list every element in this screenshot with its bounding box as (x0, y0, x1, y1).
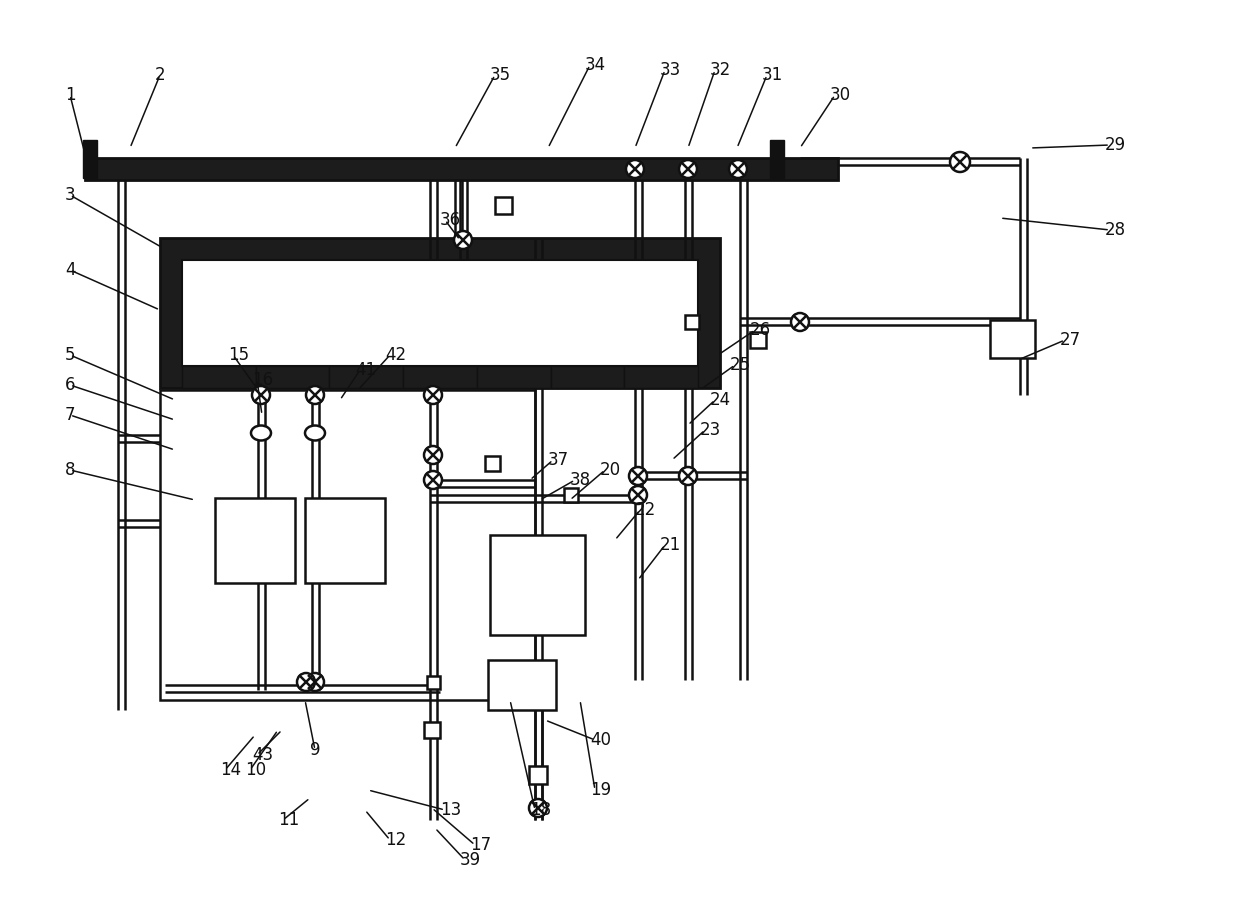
Bar (551, 366, 624, 388)
Circle shape (298, 673, 315, 691)
Text: 32: 32 (711, 61, 732, 79)
Circle shape (629, 467, 647, 485)
Text: 24: 24 (711, 391, 732, 409)
Circle shape (680, 160, 697, 178)
Text: 17: 17 (470, 836, 491, 854)
Circle shape (424, 446, 441, 464)
Bar (403, 366, 477, 388)
Text: 26: 26 (750, 321, 771, 339)
Circle shape (529, 799, 547, 817)
Text: 7: 7 (64, 406, 76, 424)
Circle shape (950, 152, 970, 172)
Text: 27: 27 (1060, 331, 1081, 349)
Bar (427, 675, 439, 688)
Circle shape (252, 386, 270, 404)
Text: 1: 1 (64, 86, 76, 104)
Ellipse shape (305, 425, 325, 440)
Circle shape (306, 386, 324, 404)
Bar (424, 722, 440, 738)
Bar (83, 140, 97, 178)
Circle shape (629, 486, 647, 504)
Bar (684, 315, 699, 329)
Text: 39: 39 (460, 851, 481, 869)
Text: 8: 8 (64, 461, 76, 479)
Text: 31: 31 (763, 66, 784, 84)
Circle shape (729, 160, 746, 178)
Circle shape (424, 386, 441, 404)
Bar (485, 456, 500, 471)
Bar (624, 366, 698, 388)
Text: 34: 34 (585, 56, 606, 74)
Bar (489, 660, 556, 710)
Text: 33: 33 (660, 61, 681, 79)
Text: 12: 12 (384, 831, 407, 849)
Bar (750, 332, 766, 348)
Text: 15: 15 (228, 346, 249, 364)
Text: 10: 10 (246, 761, 267, 779)
Circle shape (306, 673, 324, 691)
Text: 22: 22 (635, 501, 656, 519)
Text: 37: 37 (548, 451, 569, 469)
Text: 35: 35 (490, 66, 511, 84)
Circle shape (680, 467, 697, 485)
Text: 3: 3 (64, 186, 76, 204)
Text: 23: 23 (701, 421, 722, 439)
Text: 9: 9 (310, 741, 320, 759)
Bar (490, 535, 585, 635)
Bar (990, 320, 1035, 358)
Text: 4: 4 (64, 261, 76, 279)
Text: 28: 28 (1105, 221, 1126, 239)
Circle shape (424, 471, 441, 489)
Bar (255, 366, 330, 388)
Text: 36: 36 (440, 211, 461, 229)
Bar (330, 366, 403, 388)
Bar (477, 366, 551, 388)
Bar (160, 390, 534, 700)
Bar (564, 488, 578, 502)
Circle shape (626, 160, 644, 178)
Text: 20: 20 (600, 461, 621, 479)
Circle shape (454, 231, 472, 249)
Text: 41: 41 (355, 361, 376, 379)
Bar (529, 766, 547, 784)
Text: 18: 18 (529, 801, 551, 819)
Text: 16: 16 (252, 371, 273, 389)
Text: 38: 38 (570, 471, 591, 489)
Text: 13: 13 (440, 801, 461, 819)
Text: 42: 42 (384, 346, 407, 364)
Bar (182, 260, 698, 366)
Text: 19: 19 (590, 781, 611, 799)
Circle shape (791, 313, 808, 331)
Text: 30: 30 (830, 86, 851, 104)
Ellipse shape (250, 425, 272, 440)
Text: 40: 40 (590, 731, 611, 749)
Bar (182, 366, 255, 388)
Text: 21: 21 (660, 536, 681, 554)
Text: 14: 14 (219, 761, 241, 779)
Bar (160, 238, 720, 388)
Bar (86, 158, 838, 180)
Text: 29: 29 (1105, 136, 1126, 154)
Text: 11: 11 (278, 811, 299, 829)
Bar (495, 197, 511, 213)
Text: 2: 2 (155, 66, 166, 84)
Bar (770, 140, 784, 178)
Text: 6: 6 (64, 376, 76, 394)
Bar (305, 498, 384, 583)
Text: 5: 5 (64, 346, 76, 364)
Text: 43: 43 (252, 746, 273, 764)
Text: 25: 25 (730, 356, 751, 374)
Bar (215, 498, 295, 583)
